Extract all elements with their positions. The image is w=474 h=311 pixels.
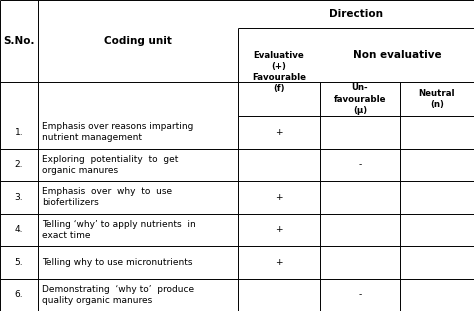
Text: Direction: Direction bbox=[329, 9, 383, 19]
Text: 3.: 3. bbox=[15, 193, 23, 202]
Text: -: - bbox=[358, 290, 362, 299]
Text: Coding unit: Coding unit bbox=[104, 36, 172, 46]
Text: +: + bbox=[275, 225, 283, 234]
Text: +: + bbox=[275, 193, 283, 202]
Text: Neutral
(n): Neutral (n) bbox=[419, 89, 455, 109]
Text: S.No.: S.No. bbox=[3, 36, 35, 46]
Text: Demonstrating  ‘why to’  produce
quality organic manures: Demonstrating ‘why to’ produce quality o… bbox=[42, 285, 194, 305]
Text: 6.: 6. bbox=[15, 290, 23, 299]
Text: Emphasis over reasons imparting
nutrient management: Emphasis over reasons imparting nutrient… bbox=[42, 122, 193, 142]
Text: Emphasis  over  why  to  use
biofertilizers: Emphasis over why to use biofertilizers bbox=[42, 187, 172, 207]
Text: -: - bbox=[358, 160, 362, 169]
Text: 5.: 5. bbox=[15, 258, 23, 267]
Text: Non evaluative: Non evaluative bbox=[353, 50, 441, 60]
Text: Telling why to use micronutrients: Telling why to use micronutrients bbox=[42, 258, 192, 267]
Text: +: + bbox=[275, 128, 283, 137]
Text: 2.: 2. bbox=[15, 160, 23, 169]
Text: Evaluative
(+)
Favourable
(f): Evaluative (+) Favourable (f) bbox=[252, 51, 306, 93]
Text: Exploring  potentiality  to  get
organic manures: Exploring potentiality to get organic ma… bbox=[42, 155, 178, 175]
Text: +: + bbox=[275, 258, 283, 267]
Text: 1.: 1. bbox=[15, 128, 23, 137]
Text: Un-
favourable
(μ): Un- favourable (μ) bbox=[334, 83, 386, 114]
Text: Telling ‘why’ to apply nutrients  in
exact time: Telling ‘why’ to apply nutrients in exac… bbox=[42, 220, 196, 240]
Text: 4.: 4. bbox=[15, 225, 23, 234]
